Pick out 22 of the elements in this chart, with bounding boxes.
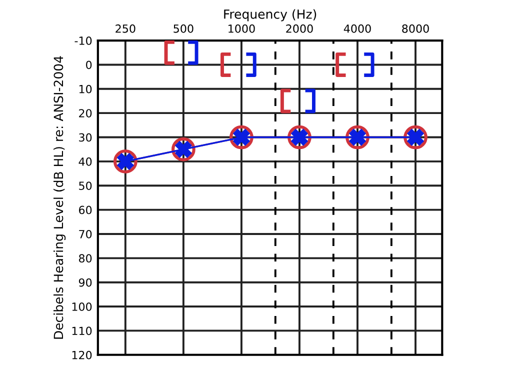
y-tick-label: -10 bbox=[74, 36, 92, 45]
y-tick-label: 0 bbox=[86, 60, 92, 70]
x-tick-label: 8000 bbox=[402, 24, 429, 33]
x-tick-label: 4000 bbox=[344, 24, 371, 33]
y-tick-label: 100 bbox=[72, 302, 92, 311]
y-tick-label: 40 bbox=[78, 157, 92, 166]
x-tick-label: 250 bbox=[116, 24, 136, 33]
x-tick-label: 1000 bbox=[228, 24, 255, 33]
y-axis-title: Decibels Hearing Level (dB HL) re: ANSI-2004 bbox=[54, 56, 66, 339]
y-tick-label: 10 bbox=[79, 84, 92, 94]
x-tick-label: 2000 bbox=[286, 24, 313, 33]
y-tick-label: 120 bbox=[72, 350, 92, 360]
y-tick-label: 60 bbox=[79, 206, 92, 214]
x-axis-title: Frequency (Hz) bbox=[224, 9, 316, 22]
y-tick-label: 70 bbox=[79, 230, 92, 238]
y-tick-label: 80 bbox=[78, 254, 92, 263]
y-tick-label: 30 bbox=[79, 133, 92, 142]
y-tick-label: 90 bbox=[78, 278, 92, 287]
y-tick-label: 50 bbox=[79, 182, 92, 190]
y-tick-label: 110 bbox=[72, 326, 92, 336]
y-tick-label: 20 bbox=[79, 109, 92, 118]
x-tick-label: 500 bbox=[174, 24, 194, 33]
